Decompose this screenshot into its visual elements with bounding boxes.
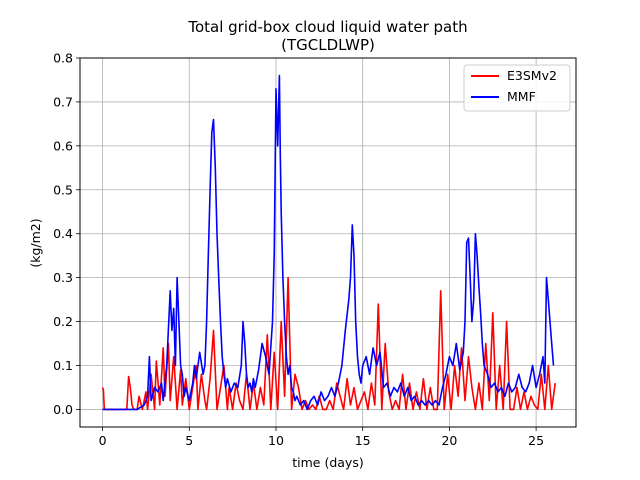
- x-tick-label: 5: [185, 433, 193, 448]
- y-tick-label: 0.6: [53, 138, 73, 153]
- y-tick-label: 0.4: [53, 226, 73, 241]
- tick-layer: 0 5 10 15 20 25 0.0 0.1 0.2 0.3 0.4 0.5 0.6 0.7 0.8: [53, 51, 544, 449]
- y-tick-label: 0.3: [53, 270, 73, 285]
- y-tick-label: 0.2: [53, 314, 73, 329]
- x-tick-label: 0: [99, 433, 107, 448]
- series-layer: [101, 74, 556, 411]
- legend-label-e3smv2: E3SMv2: [507, 68, 557, 83]
- series-line-mmf: [102, 74, 555, 411]
- x-tick-label: 25: [528, 433, 544, 448]
- x-tick-label: 10: [268, 433, 284, 448]
- legend-label-mmf: MMF: [507, 89, 536, 104]
- plot-frame: [79, 57, 577, 428]
- y-tick-label: 0.5: [53, 182, 73, 197]
- x-tick-label: 20: [441, 433, 457, 448]
- y-tick-label: 0.7: [53, 94, 73, 109]
- chart-subtitle: (TGCLDLWP): [281, 36, 375, 54]
- plot-area: [80, 58, 576, 427]
- legend: E3SMv2 MMF: [463, 64, 571, 112]
- y-tick-label: 0.8: [53, 51, 73, 66]
- chart-title: Total grid-box cloud liquid water path: [187, 18, 467, 36]
- x-tick-label: 15: [355, 433, 371, 448]
- y-axis-label: (kg/m2): [28, 218, 43, 267]
- y-tick-label: 0.1: [53, 358, 73, 373]
- x-axis-label: time (days): [292, 455, 363, 470]
- series-line-e3smv2: [101, 276, 556, 411]
- y-tick-label: 0.0: [53, 402, 73, 417]
